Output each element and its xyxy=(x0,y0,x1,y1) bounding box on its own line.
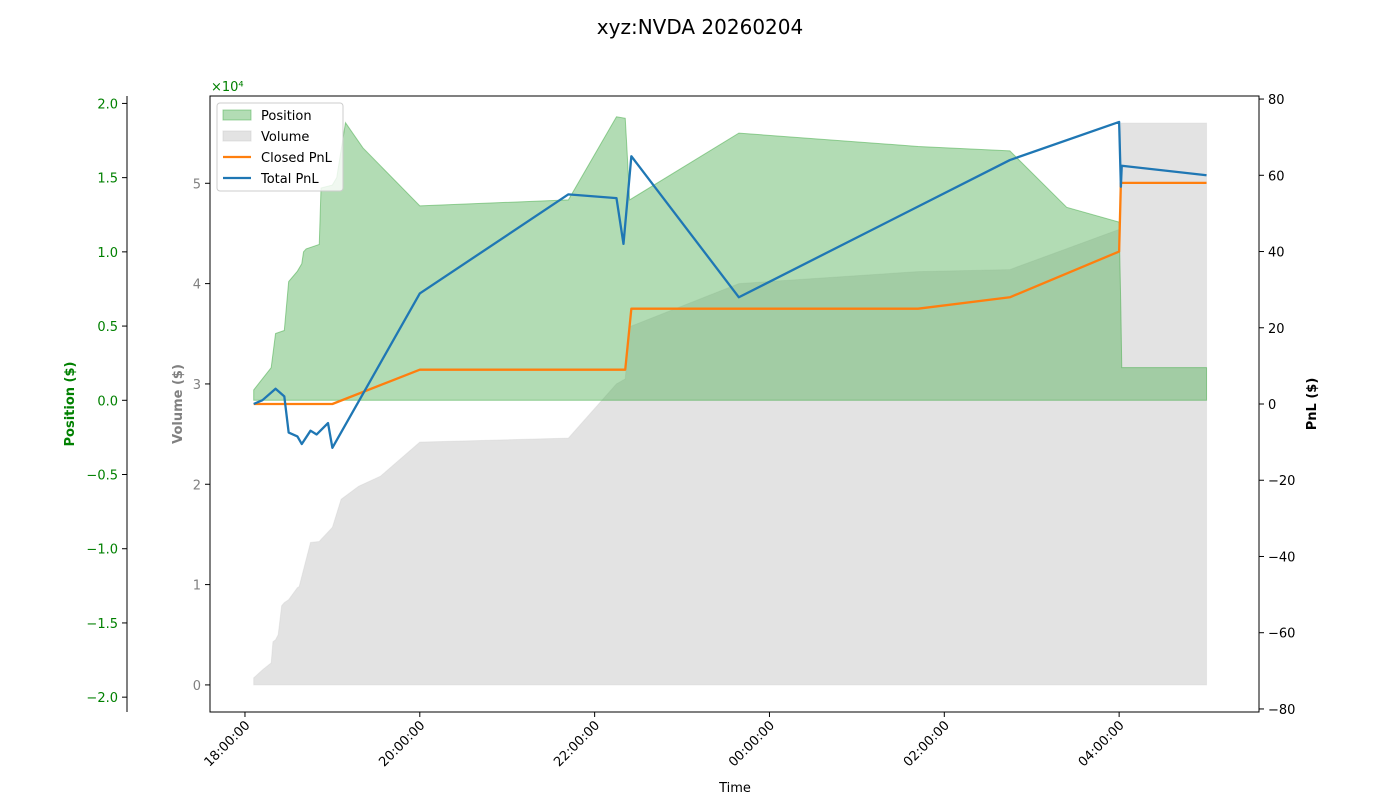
volume-axis: 0 1 2 3 4 5 xyxy=(193,177,210,694)
position-axis-label: Position ($) xyxy=(63,362,78,447)
legend: Position Volume Closed PnL Total PnL xyxy=(216,102,344,192)
legend-label: Position xyxy=(261,109,312,124)
volume-tick-label: 4 xyxy=(193,278,201,293)
pnl-tick-label: 40 xyxy=(1268,246,1285,261)
position-axis: −2.0 −1.5 −1.0 −0.5 0.0 0.5 1.0 1.5 2.0 xyxy=(86,96,128,712)
x-tick-label: 20:00:00 xyxy=(376,718,428,770)
volume-tick-label: 1 xyxy=(193,579,201,594)
x-axis-label: Time xyxy=(718,781,751,796)
pnl-tick-label: 60 xyxy=(1268,169,1285,184)
volume-tick-label: 5 xyxy=(193,177,201,192)
volume-tick-label: 2 xyxy=(193,478,201,493)
volume-area xyxy=(253,122,1208,686)
position-tick-label: 2.0 xyxy=(97,97,118,112)
position-multiplier: ×10⁴ xyxy=(211,80,244,95)
legend-label: Closed PnL xyxy=(261,151,333,166)
pnl-axis: −80 −60 −40 −20 0 20 40 60 80 xyxy=(1259,93,1295,718)
pnl-tick-label: −20 xyxy=(1268,474,1295,489)
volume-tick-label: 3 xyxy=(193,378,201,393)
pnl-tick-label: 0 xyxy=(1268,398,1276,413)
position-tick-label: −1.5 xyxy=(86,617,118,632)
legend-box xyxy=(216,102,344,192)
pnl-tick-label: −60 xyxy=(1268,627,1295,642)
position-tick-label: −1.0 xyxy=(86,543,118,558)
chart-title: xyz:NVDA 20260204 xyxy=(597,15,803,39)
volume-axis-label: Volume ($) xyxy=(171,364,186,444)
pnl-tick-label: 80 xyxy=(1268,93,1285,108)
position-tick-label: 1.0 xyxy=(97,246,118,261)
legend-swatch-volume xyxy=(222,130,252,142)
x-tick-label: 18:00:00 xyxy=(202,718,254,770)
x-tick-label: 04:00:00 xyxy=(1076,718,1128,770)
x-axis: 18:00:00 20:00:00 22:00:00 00:00:00 02:00:00… xyxy=(202,712,1128,770)
position-area-layer xyxy=(253,116,1208,401)
position-tick-label: −2.0 xyxy=(86,691,118,706)
legend-label: Total PnL xyxy=(260,172,319,187)
pnl-tick-label: −80 xyxy=(1268,703,1295,718)
pnl-tick-label: −40 xyxy=(1268,550,1295,565)
x-tick-label: 00:00:00 xyxy=(726,718,778,770)
pnl-tick-label: 20 xyxy=(1268,322,1285,337)
position-area xyxy=(253,116,1208,401)
position-tick-label: −0.5 xyxy=(86,469,118,484)
legend-label: Volume xyxy=(261,130,309,145)
volume-area-layer xyxy=(253,122,1208,686)
closed-pnl-line xyxy=(253,181,1207,406)
x-tick-label: 22:00:00 xyxy=(551,718,603,770)
pnl-axis-label: PnL ($) xyxy=(1305,378,1320,431)
position-tick-label: 0.0 xyxy=(97,394,118,409)
x-tick-label: 02:00:00 xyxy=(901,718,953,770)
legend-swatch-position xyxy=(222,109,252,121)
position-tick-label: 0.5 xyxy=(97,320,118,335)
total-pnl-line xyxy=(253,120,1207,449)
position-tick-label: 1.5 xyxy=(97,172,118,187)
pnl-line-layer xyxy=(253,120,1207,449)
volume-tick-label: 0 xyxy=(193,679,201,694)
